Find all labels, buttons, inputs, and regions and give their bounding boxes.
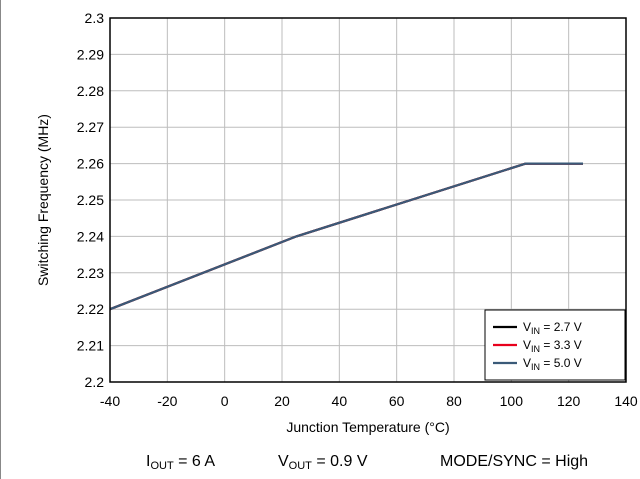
- y-tick-label: 2.23: [77, 265, 104, 281]
- legend-label: VIN = 2.7 V: [523, 320, 582, 336]
- condition-vout: VOUT = 0.9 V: [278, 452, 368, 476]
- x-tick-label: -40: [100, 393, 120, 409]
- x-tick-label: 0: [221, 393, 229, 409]
- plot-frame: [109, 17, 627, 383]
- x-tick-label: 100: [500, 393, 524, 409]
- series-line: [109, 162, 583, 311]
- y-tick-label: 2.24: [77, 228, 104, 244]
- y-tick-label: 2.29: [77, 46, 104, 62]
- x-tick-label: 120: [557, 393, 581, 409]
- x-tick-label: 80: [446, 393, 462, 409]
- y-tick-label: 2.3: [85, 10, 105, 26]
- iout-value: = 6 A: [173, 453, 216, 470]
- y-tick-label: 2.27: [77, 119, 104, 135]
- x-tick-label: -20: [157, 393, 177, 409]
- iout-symbol: I: [146, 453, 151, 470]
- x-tick-label: 40: [332, 393, 348, 409]
- y-tick-label: 2.28: [77, 83, 104, 99]
- y-tick-label: 2.21: [77, 338, 104, 354]
- vout-symbol: V: [278, 453, 289, 470]
- iout-subscript: OUT: [150, 460, 174, 472]
- y-tick-labels: 2.2 2.21 2.22 2.23 2.24 2.25 2.26 2.27 2.28 2.29 2…: [77, 10, 104, 390]
- y-tick-label: 2.26: [77, 156, 104, 172]
- y-tick-label: 2.25: [77, 192, 104, 208]
- mode-sync-text: MODE/SYNC = High: [440, 453, 589, 470]
- vout-value: = 0.9 V: [311, 453, 368, 470]
- vout-subscript: OUT: [288, 460, 312, 472]
- legend-label: VIN = 5.0 V: [523, 356, 582, 372]
- x-tick-labels: -40 -20 0 20 40 60 80 100 120 140: [100, 393, 638, 409]
- y-tick-label: 2.2: [85, 374, 105, 390]
- x-axis-title: Junction Temperature (°C): [286, 419, 449, 435]
- y-axis-title: Switching Frequency (MHz): [35, 114, 51, 286]
- x-tick-label: 140: [614, 393, 638, 409]
- legend-label: VIN = 3.3 V: [523, 338, 582, 354]
- condition-mode-sync: MODE/SYNC = High: [440, 452, 588, 472]
- x-tick-label: 20: [274, 393, 290, 409]
- x-tick-label: 60: [389, 393, 405, 409]
- condition-iout: IOUT = 6 A: [146, 452, 215, 476]
- legend: VIN = 2.7 V VIN = 3.3 V VIN = 5.0 V: [484, 309, 626, 381]
- y-tick-label: 2.22: [77, 301, 104, 317]
- series-lines: [109, 162, 583, 311]
